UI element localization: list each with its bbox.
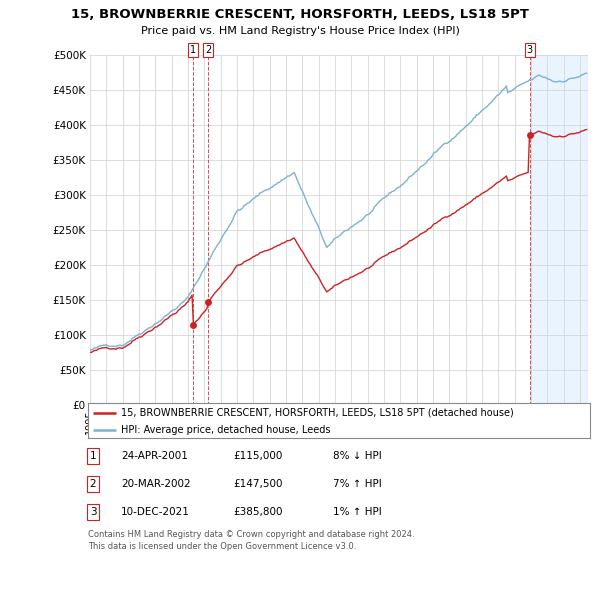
Text: 15, BROWNBERRIE CRESCENT, HORSFORTH, LEEDS, LS18 5PT: 15, BROWNBERRIE CRESCENT, HORSFORTH, LEE… — [71, 8, 529, 21]
Text: £115,000: £115,000 — [233, 451, 283, 461]
Text: 1: 1 — [190, 45, 196, 55]
Text: 8% ↓ HPI: 8% ↓ HPI — [333, 451, 382, 461]
Text: Contains HM Land Registry data © Crown copyright and database right 2024.: Contains HM Land Registry data © Crown c… — [88, 530, 415, 539]
Text: £385,800: £385,800 — [233, 507, 283, 517]
Text: 24-APR-2001: 24-APR-2001 — [121, 451, 188, 461]
Text: 2: 2 — [89, 479, 97, 489]
Text: £147,500: £147,500 — [233, 479, 283, 489]
Text: 10-DEC-2021: 10-DEC-2021 — [121, 507, 190, 517]
Text: 1: 1 — [89, 451, 97, 461]
Text: 3: 3 — [526, 45, 533, 55]
Text: 1% ↑ HPI: 1% ↑ HPI — [333, 507, 382, 517]
Text: 7% ↑ HPI: 7% ↑ HPI — [333, 479, 382, 489]
Text: Price paid vs. HM Land Registry's House Price Index (HPI): Price paid vs. HM Land Registry's House … — [140, 26, 460, 36]
Text: This data is licensed under the Open Government Licence v3.0.: This data is licensed under the Open Gov… — [88, 542, 356, 551]
Text: 15, BROWNBERRIE CRESCENT, HORSFORTH, LEEDS, LS18 5PT (detached house): 15, BROWNBERRIE CRESCENT, HORSFORTH, LEE… — [121, 408, 514, 418]
Text: 3: 3 — [89, 507, 97, 517]
Text: 20-MAR-2002: 20-MAR-2002 — [121, 479, 191, 489]
Text: HPI: Average price, detached house, Leeds: HPI: Average price, detached house, Leed… — [121, 425, 330, 435]
Text: 2: 2 — [205, 45, 211, 55]
